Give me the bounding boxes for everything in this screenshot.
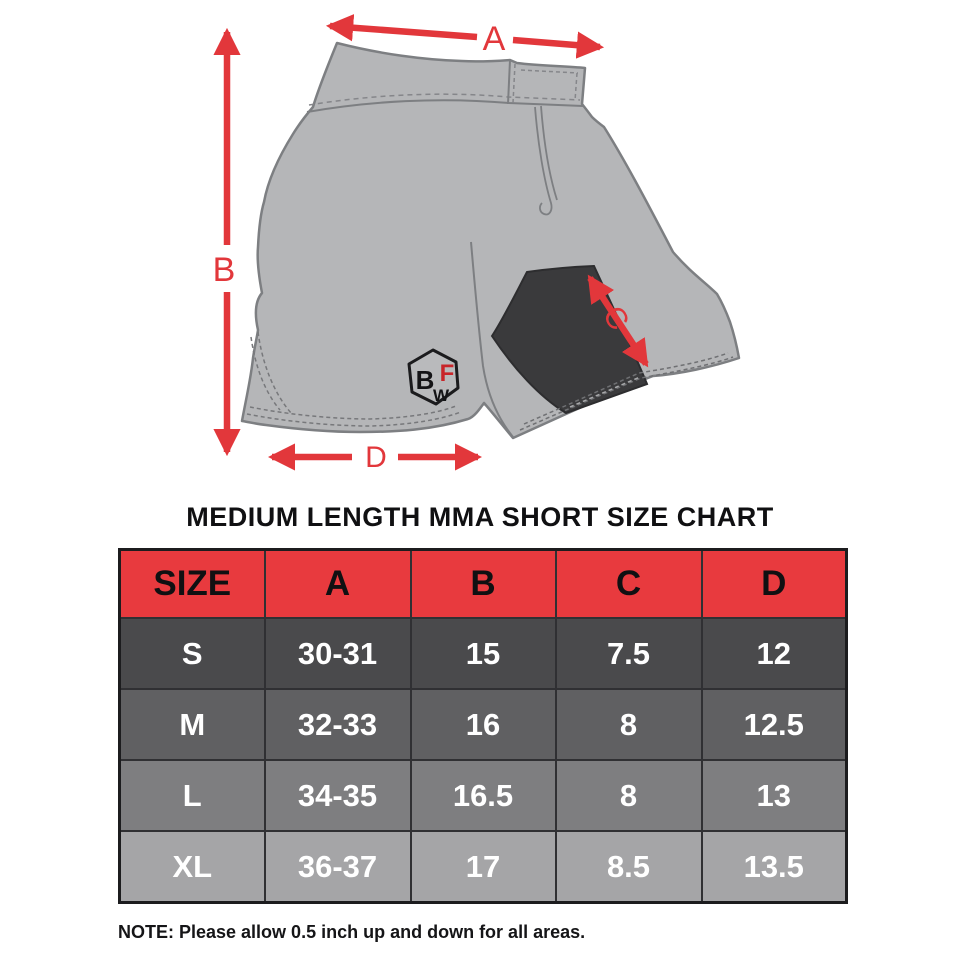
measurement-label-a: A bbox=[483, 20, 506, 58]
value-cell: 32-33 bbox=[263, 688, 412, 761]
brand-logo-letter-f: F bbox=[440, 360, 455, 387]
arrow-c-diagonal bbox=[587, 274, 649, 368]
side-slit-stitch-2 bbox=[250, 336, 281, 411]
measurement-label-d: D bbox=[365, 441, 387, 474]
value-cell: 17 bbox=[409, 830, 557, 904]
size-cell: L bbox=[118, 759, 266, 832]
rear-hem-stitch-2 bbox=[249, 405, 457, 420]
value-cell: 8 bbox=[554, 759, 703, 832]
rear-hem-stitch-1 bbox=[246, 411, 462, 427]
front-hem-stitch-on-panel bbox=[569, 376, 641, 408]
column-header-a: A bbox=[263, 548, 412, 619]
leg-separation-line bbox=[470, 241, 514, 438]
arrow-a-right bbox=[512, 31, 605, 59]
column-header-d: D bbox=[700, 548, 848, 619]
brand-logo-hexagon bbox=[407, 348, 460, 406]
value-cell: 36-37 bbox=[263, 830, 412, 904]
note-text: NOTE: Please allow 0.5 inch up and down … bbox=[118, 922, 586, 942]
value-cell: 8.5 bbox=[554, 830, 703, 904]
table-row-m: M 32-33 16 8 12.5 bbox=[118, 688, 848, 761]
value-cell: 12.5 bbox=[700, 688, 848, 761]
column-header-c: C bbox=[554, 548, 703, 619]
fly-stitch-inner bbox=[540, 105, 558, 201]
size-cell: S bbox=[118, 617, 266, 690]
brand-logo-letter-b: B bbox=[416, 365, 435, 395]
table-row-s: S 30-31 15 7.5 12 bbox=[118, 617, 848, 690]
value-cell: 34-35 bbox=[263, 759, 412, 832]
waistband-seam bbox=[306, 99, 584, 113]
fly-stitch-outer bbox=[534, 106, 553, 216]
waistband-panel-stitch-top bbox=[520, 69, 579, 74]
size-cell: XL bbox=[118, 830, 266, 904]
waistband-panel-seam bbox=[507, 59, 511, 105]
size-cell: M bbox=[118, 688, 266, 761]
brand-logo: B F W bbox=[407, 348, 460, 406]
measurement-label-b: B bbox=[213, 251, 236, 289]
value-cell: 13.5 bbox=[700, 830, 848, 904]
value-cell: 30-31 bbox=[263, 617, 412, 690]
shorts-illustration: B F W bbox=[240, 41, 741, 440]
size-table: SIZE A B C D S 30-31 15 7.5 12 M 32-33 1… bbox=[118, 548, 848, 904]
side-slit-stitch-1 bbox=[257, 331, 292, 414]
column-header-b: B bbox=[409, 548, 557, 619]
value-cell: 8 bbox=[554, 688, 703, 761]
header-row: SIZE A B C D bbox=[118, 548, 848, 619]
brand-logo-letter-w: W bbox=[433, 386, 450, 405]
value-cell: 12 bbox=[700, 617, 848, 690]
measurement-arrows bbox=[213, 14, 649, 471]
value-cell: 16 bbox=[409, 688, 557, 761]
column-header-size: SIZE bbox=[118, 548, 266, 619]
table-row-l: L 34-35 16.5 8 13 bbox=[118, 759, 848, 832]
value-cell: 15 bbox=[409, 617, 557, 690]
waistband-panel-stitch-right bbox=[574, 72, 578, 102]
value-cell: 16.5 bbox=[409, 759, 557, 832]
shorts-measurement-diagram: B F W A B C D bbox=[213, 14, 741, 474]
value-cell: 13 bbox=[700, 759, 848, 832]
value-cell: 7.5 bbox=[554, 617, 703, 690]
arrow-a-left bbox=[325, 14, 478, 42]
table-row-xl: XL 36-37 17 8.5 13.5 bbox=[118, 830, 848, 904]
page-title: MEDIUM LENGTH MMA SHORT SIZE CHART bbox=[186, 502, 774, 532]
